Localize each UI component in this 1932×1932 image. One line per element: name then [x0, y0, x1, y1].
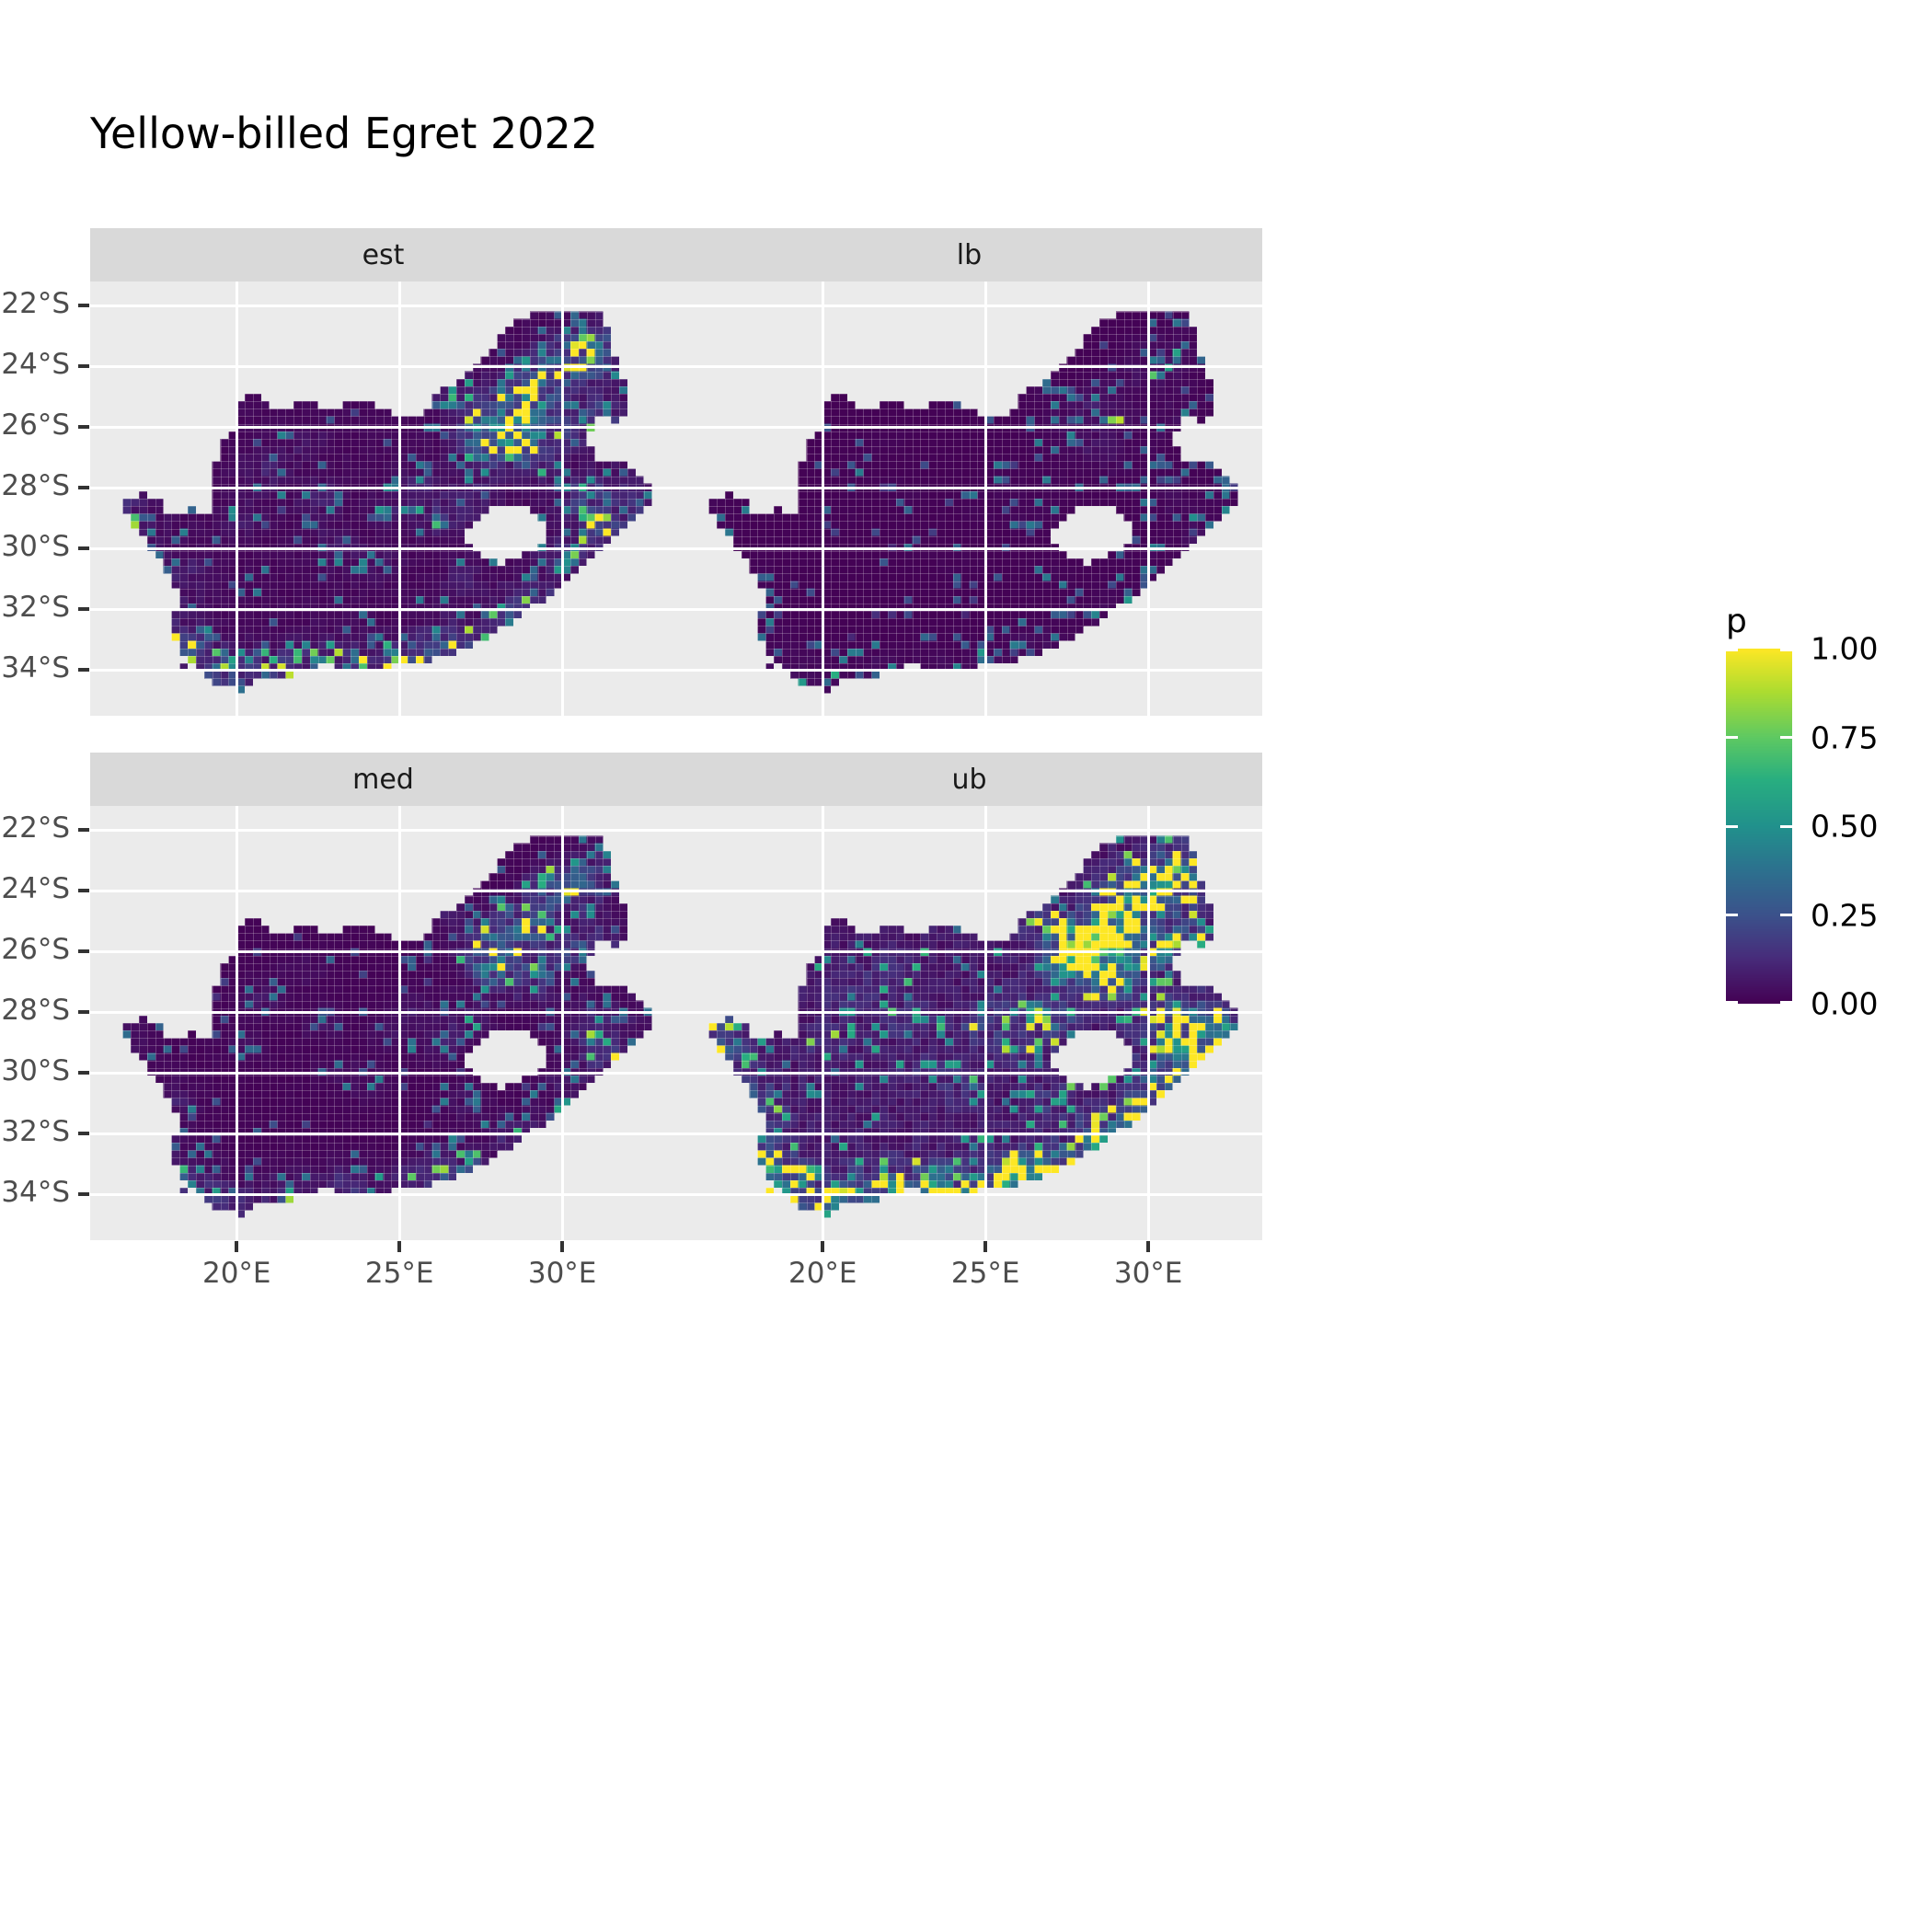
page-title: Yellow-billed Egret 2022	[90, 109, 599, 158]
legend-tick-label: 0.00	[1811, 985, 1879, 1022]
y-tick-label: 30°S	[1, 530, 70, 564]
legend-tick-mark	[1726, 649, 1738, 651]
y-tick-label: 34°S	[1, 1176, 70, 1210]
legend-tick-mark	[1780, 1001, 1792, 1004]
raster-cell-borders-med	[90, 806, 676, 1240]
y-tick-label: 30°S	[1, 1054, 70, 1088]
x-tick-mark	[235, 1241, 239, 1252]
y-tick-mark	[78, 546, 89, 551]
legend-tick-mark	[1780, 649, 1792, 651]
strip-label-ub: ub	[951, 763, 987, 796]
y-tick-label: 34°S	[1, 651, 70, 685]
y-tick-mark	[78, 1132, 89, 1136]
legend-colorbar: 0.00 0.25 0.50 0.75 1.00	[1726, 631, 1878, 1022]
legend-tick-mark	[1780, 914, 1792, 916]
x-tick-mark	[1146, 1241, 1151, 1252]
x-tick-label: 20°E	[788, 1257, 857, 1290]
x-tick-label: 20°E	[201, 1257, 271, 1290]
legend-tick-label: 0.25	[1811, 897, 1879, 933]
y-tick-mark	[78, 607, 89, 612]
y-tick-mark	[78, 364, 89, 369]
map-panel-med	[90, 806, 676, 1240]
facet-panel-lb: lb	[676, 228, 1262, 716]
y-tick-label: 32°S	[1, 591, 70, 625]
legend-title: p	[1726, 603, 1747, 640]
x-tick-label: 25°E	[950, 1257, 1020, 1290]
y-tick-mark	[78, 828, 89, 833]
y-tick-label: 22°S	[1, 287, 70, 321]
y-tick-mark	[78, 949, 89, 954]
raster-cell-borders-ub	[676, 806, 1262, 1240]
x-tick-label: 25°E	[364, 1257, 434, 1290]
y-tick-mark	[78, 889, 89, 893]
legend-tick-mark	[1780, 824, 1792, 828]
y-tick-label: 24°S	[1, 872, 70, 906]
strip-med: med	[90, 753, 676, 806]
y-tick-mark	[78, 668, 89, 673]
legend-tick-label: 0.75	[1811, 719, 1879, 755]
y-tick-mark	[78, 304, 89, 308]
y-tick-label: 28°S	[1, 469, 70, 503]
y-tick-label: 32°S	[1, 1115, 70, 1149]
facet-panel-est: est	[90, 228, 676, 716]
y-tick-label: 28°S	[1, 994, 70, 1028]
y-tick-label: 24°S	[1, 348, 70, 382]
y-tick-mark	[78, 425, 89, 430]
legend-tick-mark	[1726, 914, 1738, 916]
strip-est: est	[90, 228, 676, 282]
legend-tick-mark	[1780, 736, 1792, 739]
x-tick-mark	[397, 1241, 402, 1252]
raster-cell-borders-est	[90, 282, 676, 716]
legend-tick-mark	[1726, 824, 1738, 828]
facet-panel-ub: ub	[676, 753, 1262, 1240]
y-tick-label: 22°S	[1, 811, 70, 845]
y-tick-mark	[78, 1071, 89, 1075]
map-panel-lb	[676, 282, 1262, 716]
strip-label-lb: lb	[956, 238, 983, 271]
facet-panel-med: med	[90, 753, 676, 1240]
strip-lb: lb	[676, 228, 1262, 282]
map-panel-est	[90, 282, 676, 716]
y-tick-mark	[78, 1010, 89, 1015]
x-tick-mark	[821, 1241, 825, 1252]
x-tick-label: 30°E	[1113, 1257, 1183, 1290]
x-tick-mark	[560, 1241, 565, 1252]
legend-tick-label: 1.00	[1811, 630, 1879, 667]
strip-ub: ub	[676, 753, 1262, 806]
legend-tick-label: 0.50	[1811, 808, 1879, 845]
raster-cell-borders-lb	[676, 282, 1262, 716]
y-tick-mark	[78, 486, 89, 490]
x-tick-label: 30°E	[527, 1257, 597, 1290]
strip-label-med: med	[352, 763, 414, 796]
y-tick-label: 26°S	[1, 408, 70, 443]
x-tick-mark	[983, 1241, 988, 1252]
strip-label-est: est	[362, 238, 405, 271]
y-tick-mark	[78, 1192, 89, 1197]
y-tick-label: 26°S	[1, 933, 70, 967]
map-panel-ub	[676, 806, 1262, 1240]
legend-tick-mark	[1726, 736, 1738, 739]
legend-tick-mark	[1726, 1001, 1738, 1004]
